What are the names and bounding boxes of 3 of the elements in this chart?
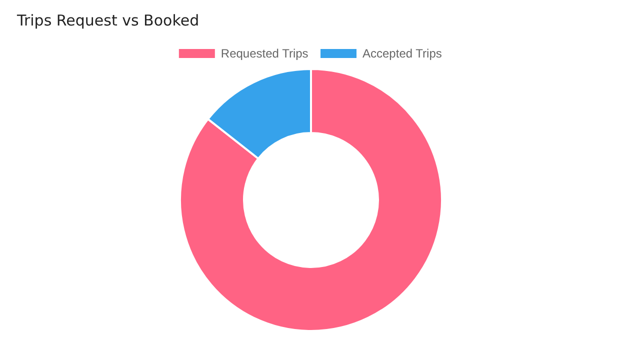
chart-title: Trips Request vs Booked (16, 12, 200, 30)
legend-label: Requested Trips (220, 46, 308, 60)
legend-label: Accepted Trips (362, 46, 442, 60)
